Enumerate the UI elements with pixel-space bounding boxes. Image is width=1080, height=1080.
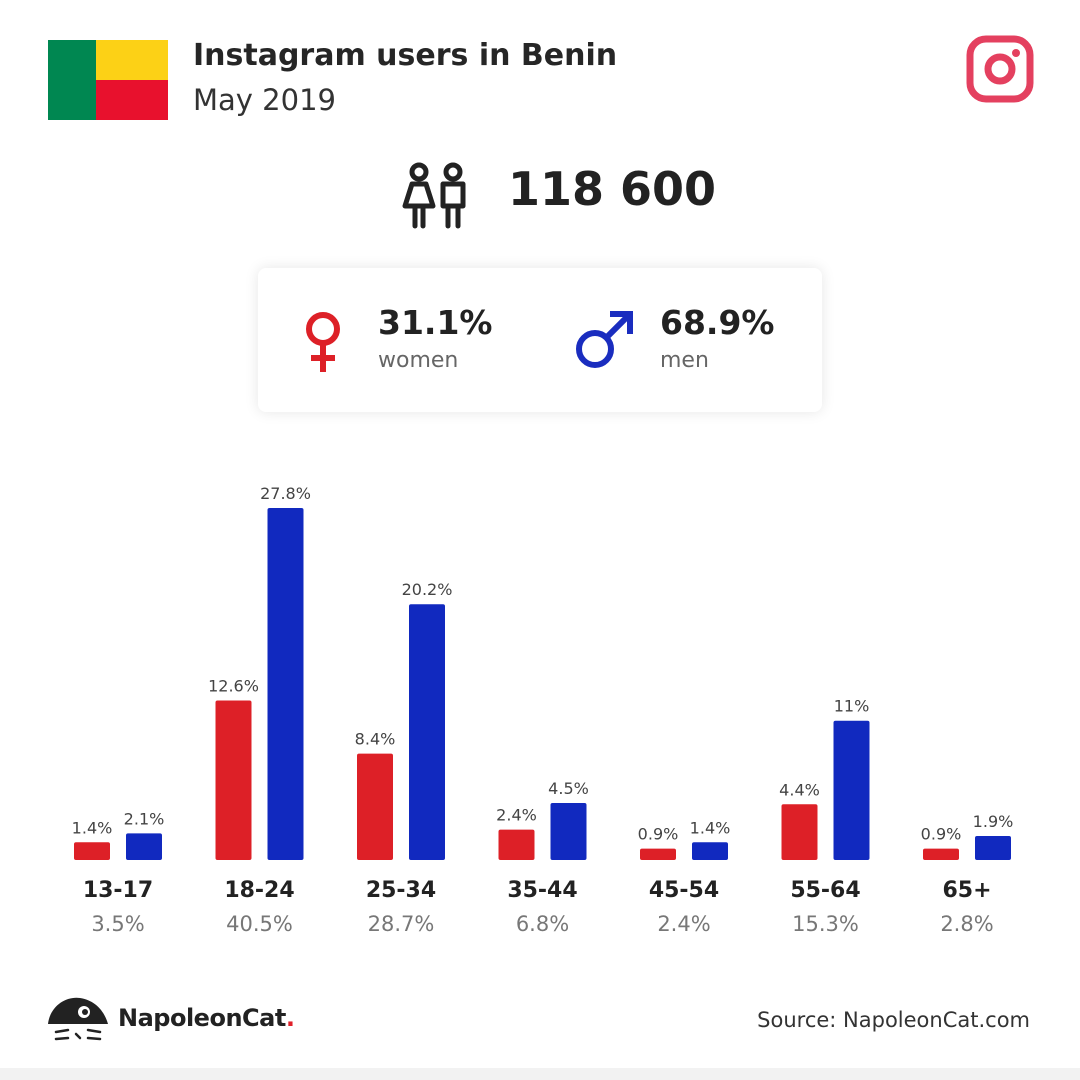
age-group-label-45-54: 45-54 (648, 878, 720, 903)
women-bar-45-54 (640, 848, 676, 860)
age-group-total-25-34: 28.7% (367, 912, 435, 936)
age-group-total-35-44: 6.8% (515, 912, 570, 936)
women-value-label-13-17: 1.4% (72, 818, 113, 837)
total-users-value: 118 600 (508, 162, 717, 216)
men-bar-25-34 (409, 604, 445, 860)
users-icon (402, 162, 466, 229)
brand-text: NapoleonCat (118, 1004, 286, 1032)
men-value-label-18-24: 27.8% (260, 484, 311, 503)
bottom-strip (0, 1068, 1080, 1080)
female-symbol-icon (306, 312, 340, 372)
women-bar-18-24 (215, 700, 252, 860)
women-value-label-18-24: 12.6% (208, 676, 259, 695)
page-subtitle: May 2019 (193, 83, 336, 117)
brand-dot: . (285, 1004, 295, 1032)
men-bar-55-64 (833, 720, 870, 860)
age-group-label-25-34: 25-34 (365, 878, 437, 903)
age-group-label-18-24: 18-24 (224, 878, 295, 903)
women-value-label-45-54: 0.9% (638, 825, 679, 844)
women-value-label-55-64: 4.4% (779, 780, 820, 799)
age-group-total-65+: 2.8% (940, 912, 994, 936)
men-value-label-45-54: 1.4% (690, 818, 731, 837)
men-bar-45-54 (692, 842, 728, 860)
male-symbol-icon (576, 311, 633, 368)
women-bar-25-34 (357, 753, 393, 860)
women-bar-35-44 (498, 829, 535, 860)
women-value-label-65+: 0.9% (921, 825, 962, 844)
women-bar-65+ (923, 848, 959, 860)
age-group-label-35-44: 35-44 (507, 878, 578, 903)
men-bar-18-24 (267, 508, 304, 860)
men-value-label-13-17: 2.1% (124, 809, 165, 828)
men-bar-65+ (975, 835, 1011, 860)
age-group-label-55-64: 55-64 (790, 878, 861, 903)
women-bar-13-17 (74, 842, 110, 860)
women-percentage: 31.1% (378, 303, 493, 342)
benin-flag (48, 40, 168, 120)
age-group-total-45-54: 2.4% (657, 912, 711, 936)
men-percentage: 68.9% (660, 303, 775, 342)
napoleoncat-logo-icon (48, 997, 108, 1041)
age-group-label-65+: 65+ (942, 878, 992, 903)
age-group-total-13-17: 3.5% (91, 912, 145, 936)
age-group-total-18-24: 40.5% (226, 912, 293, 936)
men-value-label-35-44: 4.5% (548, 779, 589, 798)
source-text: Source: NapoleonCat.com (757, 1008, 1030, 1032)
men-value-label-55-64: 11% (834, 697, 870, 716)
instagram-icon (966, 35, 1034, 103)
women-value-label-25-34: 8.4% (355, 730, 396, 749)
age-bar-chart: 1.4% 2.1% 12.6% 27.8% 8.4% 20.2% 2.4% 4.5% 0.9% 1… (72, 484, 1014, 860)
women-bar-55-64 (781, 804, 818, 860)
age-group-total-55-64: 15.3% (792, 912, 859, 936)
men-bar-35-44 (550, 803, 587, 860)
men-value-label-25-34: 20.2% (402, 580, 453, 599)
women-value-label-35-44: 2.4% (496, 806, 537, 825)
men-value-label-65+: 1.9% (973, 812, 1014, 831)
men-bar-13-17 (126, 833, 162, 860)
brand-name: NapoleonCat. (118, 1004, 295, 1032)
age-group-label-13-17: 13-17 (82, 878, 154, 903)
women-label: women (378, 348, 459, 373)
page-title: Instagram users in Benin (193, 38, 618, 73)
gender-card: 31.1% women 68.9% men (258, 268, 822, 412)
men-label: men (660, 348, 709, 373)
